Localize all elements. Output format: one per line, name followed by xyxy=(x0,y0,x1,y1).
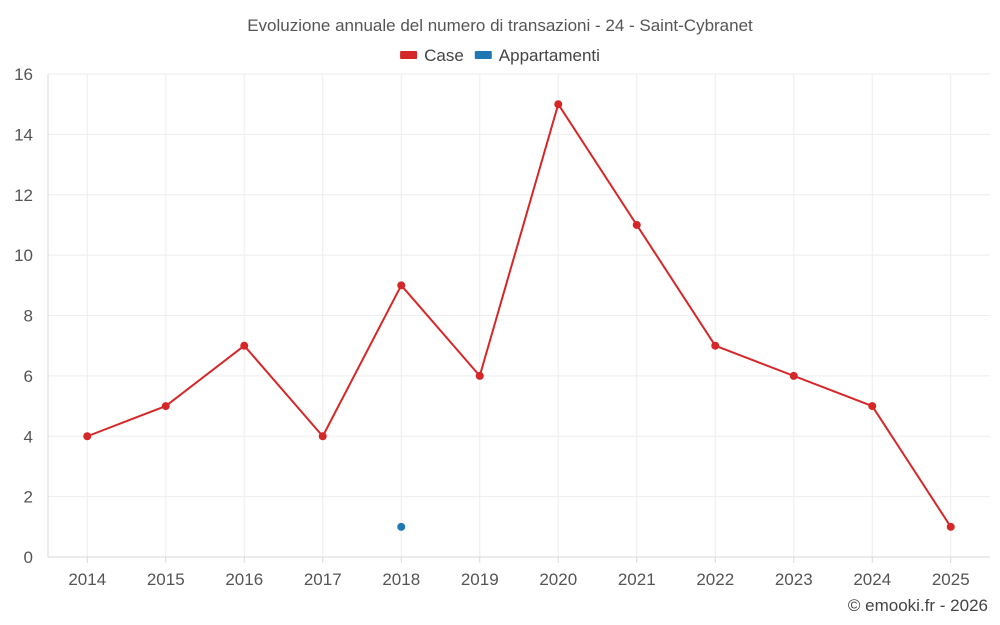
data-point[interactable] xyxy=(554,100,563,109)
data-point[interactable] xyxy=(240,341,249,350)
y-tick-label: 0 xyxy=(24,548,33,567)
data-point[interactable] xyxy=(83,432,92,441)
legend-swatch xyxy=(474,51,492,59)
data-point[interactable] xyxy=(868,402,877,411)
legend-label: Appartamenti xyxy=(499,46,600,65)
chart-title: Evoluzione annuale del numero di transaz… xyxy=(247,16,753,35)
legend-swatch xyxy=(400,51,418,59)
axes: 0 2 4 6 8 10 12 14 16 2014 2015 2016 2017 2018 2019 202… xyxy=(14,65,990,589)
series-layer xyxy=(83,100,955,531)
x-tick-label: 2019 xyxy=(461,570,499,589)
data-point[interactable] xyxy=(475,371,484,380)
credit-text: © emooki.fr - 2026 xyxy=(848,596,988,615)
chart-legend: Case Appartamenti xyxy=(400,46,600,65)
x-tick-label: 2020 xyxy=(539,570,577,589)
y-tick-label: 14 xyxy=(14,125,33,144)
x-tick-label: 2014 xyxy=(68,570,106,589)
y-tick-label: 8 xyxy=(24,307,33,326)
x-tick-label: 2018 xyxy=(382,570,420,589)
data-point[interactable] xyxy=(789,371,798,380)
data-point[interactable] xyxy=(946,522,955,531)
data-point[interactable] xyxy=(397,281,406,290)
x-tick-label: 2024 xyxy=(853,570,891,589)
x-tick-label: 2023 xyxy=(775,570,813,589)
grid-lines xyxy=(48,73,990,557)
x-tick-label: 2015 xyxy=(147,570,185,589)
y-tick-label: 12 xyxy=(14,186,33,205)
data-point[interactable] xyxy=(632,220,641,229)
x-tick-label: 2021 xyxy=(618,570,656,589)
data-point[interactable] xyxy=(161,402,170,411)
data-point[interactable] xyxy=(318,432,327,441)
data-point[interactable] xyxy=(711,341,720,350)
y-tick-label: 4 xyxy=(24,427,33,446)
x-tick-label: 2025 xyxy=(932,570,970,589)
series-appartamenti xyxy=(397,522,406,531)
x-tick-label: 2017 xyxy=(304,570,342,589)
series-line xyxy=(86,103,952,528)
legend-label: Case xyxy=(424,46,464,65)
data-point[interactable] xyxy=(397,522,406,531)
y-tick-label: 10 xyxy=(14,246,33,265)
x-tick-label: 2022 xyxy=(696,570,734,589)
x-tick-label: 2016 xyxy=(225,570,263,589)
series-case xyxy=(83,100,955,531)
y-tick-label: 6 xyxy=(24,367,33,386)
y-tick-label: 16 xyxy=(14,65,33,84)
y-tick-label: 2 xyxy=(24,488,33,507)
